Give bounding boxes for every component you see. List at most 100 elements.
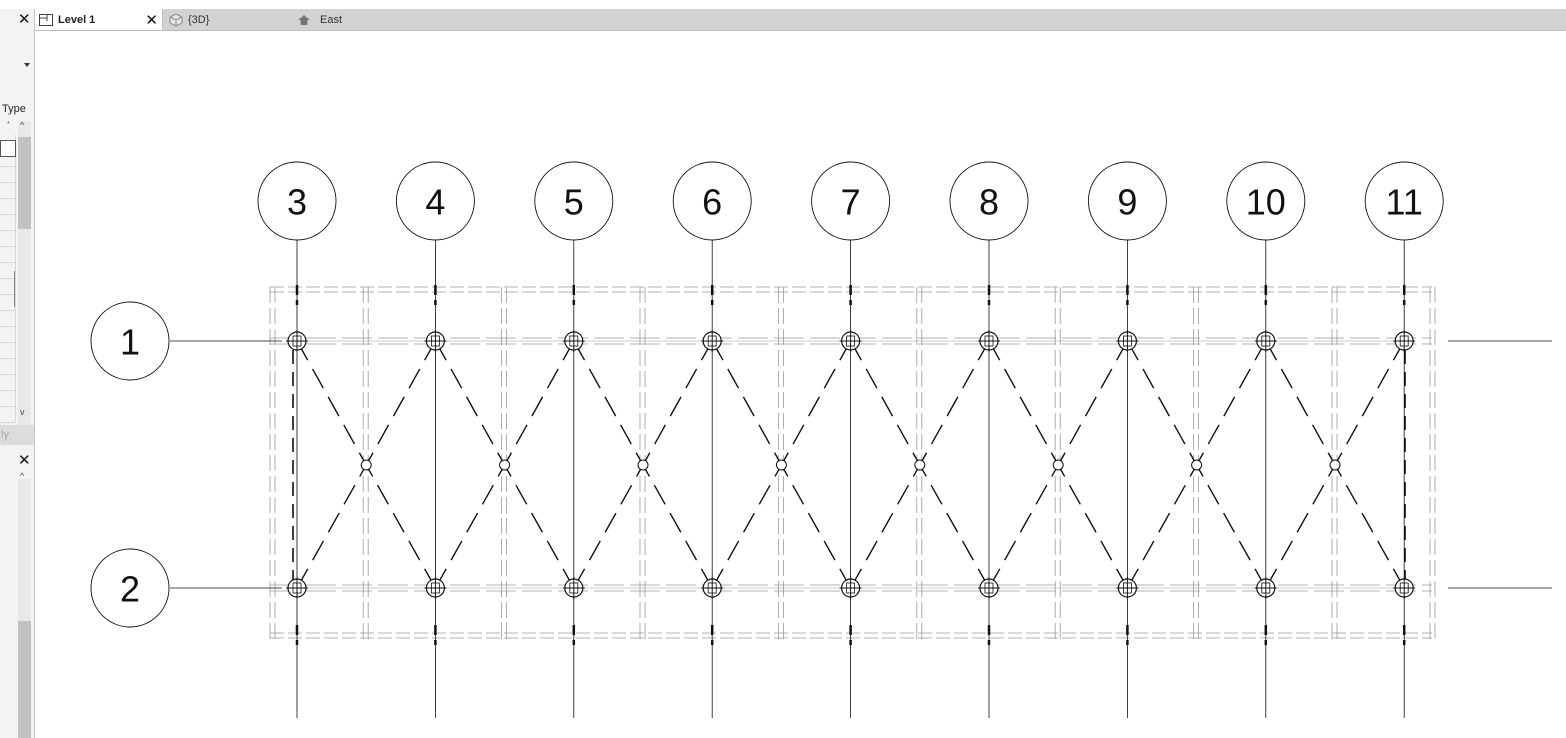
column-section <box>707 335 717 347</box>
column-section <box>1123 335 1132 347</box>
column-section <box>1261 582 1271 594</box>
grid-bubble-circle <box>90 301 170 381</box>
brace-line <box>988 340 1059 466</box>
brace-line <box>642 464 713 589</box>
3d-view-icon <box>169 12 183 27</box>
brace-line <box>365 340 437 466</box>
grid-bubble-label: 7 <box>841 182 861 223</box>
column-section <box>984 582 994 594</box>
brace-line <box>1334 340 1405 466</box>
properties-grid <box>0 135 16 423</box>
grid-bubble-7[interactable]: 7 <box>811 161 891 241</box>
grid-bubble-circle <box>811 161 891 241</box>
brace-line <box>434 340 506 466</box>
grid-bubble-11[interactable]: 11 <box>1364 161 1444 241</box>
properties-panel: ✕ Type * ^ v ly ✕ ^ <box>0 9 35 738</box>
column-section <box>1123 582 1132 594</box>
scrollbar-thumb[interactable] <box>18 137 31 229</box>
column-section <box>430 582 440 594</box>
grid-bubble-2[interactable]: 2 <box>90 548 170 628</box>
brace-node <box>1052 459 1064 471</box>
property-value-field[interactable] <box>0 140 16 157</box>
scroll-up-icon[interactable]: ^ <box>20 120 25 130</box>
grid-bubble-label: 11 <box>1386 182 1423 223</box>
grid-bubble-label: 6 <box>702 182 722 223</box>
brace-line <box>434 464 506 589</box>
scrollbar-thumb[interactable] <box>18 621 31 738</box>
grid-bubble-9[interactable]: 9 <box>1087 161 1167 241</box>
column-section <box>1261 335 1271 347</box>
floor-plan-icon <box>39 13 53 26</box>
brace-line <box>988 464 1059 589</box>
brace-line <box>296 464 367 589</box>
brace-node <box>1191 459 1203 471</box>
grid-bubble-circle <box>949 161 1029 241</box>
view-tab-bar: Level 1 ✕ {3D} East <box>34 9 1566 31</box>
column-section <box>1399 582 1409 594</box>
grid-bubble-1[interactable]: 1 <box>90 301 170 381</box>
brace-line <box>296 340 367 466</box>
column-section <box>430 335 440 347</box>
column-section <box>292 335 302 347</box>
column-section <box>846 335 855 347</box>
scroll-up-icon[interactable]: ^ <box>20 471 25 481</box>
column-markers <box>286 330 1416 599</box>
grid-bubble-label: 10 <box>1246 182 1286 223</box>
grid-bubble-3[interactable]: 3 <box>257 161 337 241</box>
brace-lines <box>296 340 1405 589</box>
tab-3d[interactable]: {3D} <box>168 9 288 30</box>
brace-line <box>1126 340 1198 466</box>
apply-button[interactable]: ly <box>0 425 34 445</box>
grid-bubble-label: 9 <box>1117 182 1137 223</box>
grid-bubble-label: 5 <box>564 182 584 223</box>
tab-east[interactable]: East <box>296 9 416 30</box>
grid-bubble-circle <box>395 161 475 241</box>
grid-bubble-circle <box>1364 161 1444 241</box>
grid-bubble-4[interactable]: 4 <box>395 161 475 241</box>
column-section <box>569 335 579 347</box>
grid-bubble-10[interactable]: 10 <box>1226 161 1306 241</box>
scroll-down-icon[interactable]: v <box>20 407 25 417</box>
grid-bubble-8[interactable]: 8 <box>949 161 1029 241</box>
brace-line <box>1265 340 1336 466</box>
close-browser-icon[interactable]: ✕ <box>18 452 31 469</box>
column-section <box>1399 335 1409 347</box>
brace-node <box>914 459 926 471</box>
brace-line <box>503 464 575 589</box>
title-strip <box>0 0 1566 9</box>
brace-line <box>365 464 437 589</box>
column-section <box>292 582 302 594</box>
brace-line <box>780 464 852 589</box>
brace-node <box>637 459 649 471</box>
brace-line <box>849 464 921 589</box>
grid-bubble-circle <box>672 161 752 241</box>
grid-bubble-label: 1 <box>120 322 140 363</box>
chevron-down-icon[interactable] <box>24 63 30 67</box>
grid-bubble-circle <box>1226 161 1306 241</box>
close-tab-icon[interactable]: ✕ <box>145 11 158 29</box>
brace-line <box>711 340 783 466</box>
close-panel-icon[interactable]: ✕ <box>18 11 31 28</box>
property-value-field[interactable] <box>0 271 15 307</box>
tab-level-1[interactable]: Level 1 ✕ <box>34 9 163 30</box>
brace-line <box>1195 340 1267 466</box>
column-section <box>846 582 855 594</box>
brace-line <box>573 340 644 466</box>
brace-line <box>919 464 990 589</box>
brace-line <box>642 340 713 466</box>
tab-label: {3D} <box>188 13 210 26</box>
brace-line <box>1057 340 1129 466</box>
tab-label: East <box>320 13 343 26</box>
brace-node <box>1329 459 1341 471</box>
brace-line <box>1265 464 1336 589</box>
grid-bubble-6[interactable]: 6 <box>672 161 752 241</box>
grid-bubble-label: 4 <box>425 182 445 223</box>
brace-line <box>1195 464 1267 589</box>
brace-line <box>711 464 783 589</box>
grid-bubble-circle <box>534 161 614 241</box>
grid-bubble-label: 3 <box>287 182 307 223</box>
brace-node <box>499 459 511 471</box>
grid-bubble-5[interactable]: 5 <box>534 161 614 241</box>
